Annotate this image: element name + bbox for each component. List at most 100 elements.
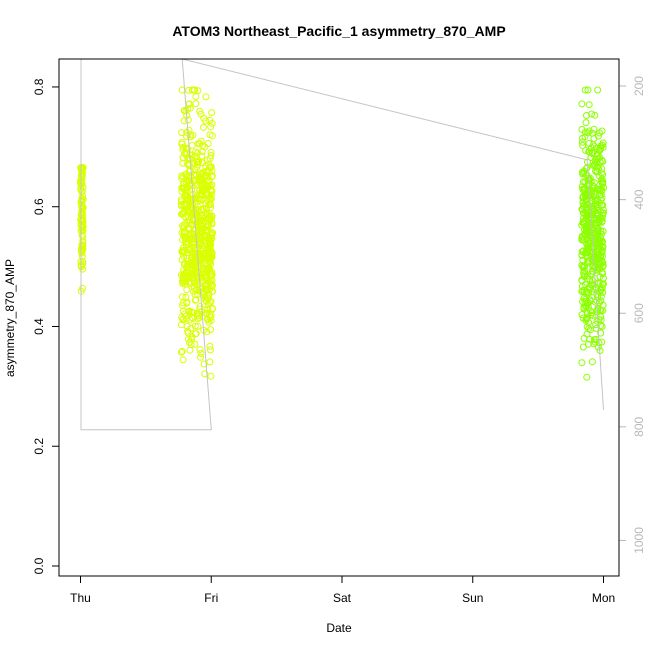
data-point — [585, 101, 593, 109]
data-point — [581, 226, 588, 234]
data-point — [208, 220, 216, 228]
data-point — [599, 178, 607, 186]
data-point — [207, 282, 215, 290]
data-point — [183, 322, 191, 330]
data-point — [186, 272, 194, 280]
data-point — [196, 270, 204, 278]
data-point — [183, 182, 191, 190]
data-point — [578, 277, 586, 285]
data-point — [579, 209, 587, 217]
data-point — [207, 191, 215, 199]
data-point — [585, 127, 593, 135]
data-point — [583, 247, 591, 255]
data-point — [209, 305, 216, 312]
data-point — [190, 287, 197, 295]
data-point — [178, 86, 186, 94]
data-point — [592, 263, 600, 271]
data-point — [582, 171, 590, 179]
data-point — [187, 261, 195, 269]
data-point — [591, 111, 599, 119]
data-point — [591, 161, 598, 169]
data-point — [178, 347, 186, 355]
data-point — [579, 262, 587, 270]
data-point — [192, 170, 200, 178]
data-point — [199, 123, 207, 131]
data-point — [191, 322, 199, 330]
data-point — [590, 336, 598, 344]
data-point — [184, 217, 192, 225]
data-point — [179, 146, 187, 153]
data-point — [188, 234, 196, 242]
data-point — [198, 152, 206, 160]
data-point — [182, 178, 190, 186]
data-point — [206, 346, 214, 354]
data-point — [578, 288, 586, 295]
data-point — [179, 356, 187, 364]
data-point — [201, 294, 209, 302]
data-point — [585, 257, 593, 265]
data-point — [184, 261, 191, 269]
data-point — [191, 330, 199, 338]
chart-title: ATOM3 Northeast_Pacific_1 asymmetry_870_… — [172, 23, 505, 39]
data-point — [581, 128, 589, 136]
data-point — [594, 186, 602, 193]
data-point — [205, 183, 212, 191]
data-point — [583, 112, 590, 119]
data-point — [207, 254, 215, 261]
data-point — [79, 242, 87, 250]
data-point — [206, 257, 214, 265]
data-point — [185, 335, 192, 343]
data-point — [579, 142, 587, 149]
data-point — [208, 235, 216, 243]
data-point — [183, 133, 190, 140]
data-point — [182, 238, 190, 246]
data-point — [595, 263, 603, 271]
data-point — [595, 165, 602, 173]
data-point — [78, 176, 86, 184]
data-point — [599, 243, 607, 251]
y2-tick-label: 800 — [632, 417, 646, 437]
x-tick-label: Sat — [333, 591, 352, 605]
data-point — [203, 209, 211, 217]
data-point — [79, 233, 87, 241]
data-point — [578, 100, 586, 108]
data-point — [192, 100, 200, 108]
data-point — [177, 348, 185, 356]
y-tick-label: 0.0 — [32, 557, 46, 574]
data-point — [596, 186, 604, 194]
data-point — [593, 215, 601, 222]
data-point — [590, 340, 598, 348]
data-point — [197, 353, 204, 361]
data-point — [599, 209, 607, 217]
data-point — [79, 221, 87, 228]
data-point — [179, 277, 187, 284]
data-point — [187, 151, 195, 159]
data-point — [204, 305, 212, 313]
data-point — [206, 342, 214, 350]
data-point — [202, 209, 210, 217]
data-point — [202, 93, 210, 101]
data-point — [203, 227, 211, 235]
data-point — [179, 280, 187, 287]
data-point — [208, 250, 216, 258]
data-point — [204, 173, 212, 181]
data-point — [208, 167, 216, 175]
data-point — [578, 138, 586, 146]
data-point — [181, 234, 189, 242]
data-point — [588, 197, 595, 205]
data-point — [180, 229, 188, 237]
data-point — [597, 144, 604, 152]
data-point — [591, 207, 598, 215]
data-point — [187, 341, 195, 349]
y2-series-line — [80, 58, 604, 431]
data-point — [187, 272, 195, 280]
data-point — [187, 133, 194, 141]
y2-tick-label: 200 — [632, 76, 646, 96]
data-point — [187, 245, 195, 253]
data-point — [178, 129, 186, 137]
data-point — [586, 335, 594, 343]
data-point — [578, 183, 586, 191]
data-point — [78, 201, 86, 209]
plot-data — [77, 58, 607, 431]
